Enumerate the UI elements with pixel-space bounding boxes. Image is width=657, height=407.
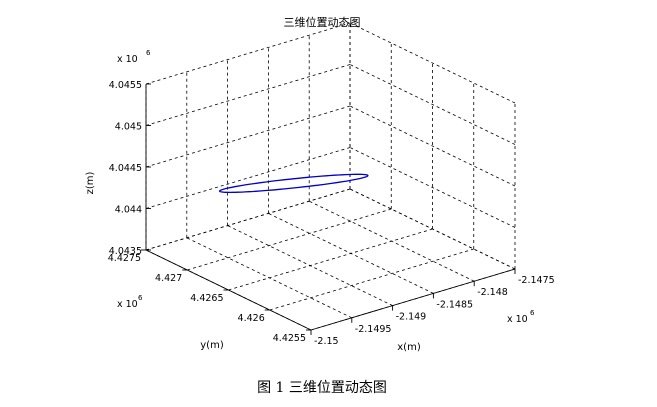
x-tick-label: -2.15 — [314, 336, 339, 347]
trajectory-line — [218, 173, 369, 194]
chart-title: 三维位置动态图 — [284, 15, 361, 29]
floor-grid-y — [187, 208, 392, 271]
z-tick-label: 4.0435 — [109, 246, 142, 257]
z-tick-label: 4.044 — [115, 205, 142, 216]
svg-text:x 10: x 10 — [117, 299, 138, 310]
tick-labels: -2.15 -2.1495 -2.149 -2.1485 -2.148 -2.1475 4.… — [108, 80, 555, 347]
side-wall-grid-z — [349, 105, 516, 187]
x-tick-label: -2.1485 — [436, 299, 473, 310]
x-tick-label: -2.149 — [396, 312, 427, 323]
back-wall-grid-z — [145, 188, 351, 251]
z-axis-label: z(m) — [85, 172, 96, 195]
back-wall-grid-z — [145, 147, 351, 209]
side-wall-grid-z — [349, 147, 516, 228]
z-tick-label: 4.0445 — [109, 163, 142, 174]
back-wall-grid-z — [145, 105, 351, 168]
x-exponent: x 10 6 — [507, 309, 535, 325]
svg-text:6: 6 — [146, 49, 151, 57]
back-wall-grid-z — [145, 22, 351, 85]
back-wall-grid-z — [145, 64, 351, 126]
data-series — [218, 173, 369, 194]
side-wall-grid-z — [349, 188, 516, 270]
axis-frame — [141, 83, 516, 335]
svg-text:x 10: x 10 — [117, 54, 138, 65]
y-tick-label: 4.4255 — [273, 333, 306, 344]
x-axis-label: x(m) — [397, 342, 421, 353]
svg-text:x 10: x 10 — [507, 314, 528, 325]
y-tick-label: 4.427 — [155, 273, 182, 284]
svg-text:6: 6 — [138, 294, 143, 302]
z-exponent: x 10 6 — [117, 49, 151, 65]
x-tick-label: -2.1495 — [355, 324, 392, 335]
z-tick-label: 4.0455 — [109, 80, 142, 91]
y-tick-label: 4.426 — [238, 313, 265, 324]
x-tick-label: -2.148 — [477, 287, 508, 298]
figure-caption: 图 1 三维位置动态图 — [257, 380, 387, 396]
y-exponent: x 10 6 — [117, 294, 143, 310]
x-axis-line — [310, 268, 516, 331]
floor-grid-y — [228, 228, 433, 291]
svg-text:6: 6 — [530, 309, 535, 317]
y-axis-label: y(m) — [200, 340, 224, 351]
x-tick-label: -2.1475 — [518, 275, 555, 286]
side-wall-grid-z — [349, 22, 516, 104]
y-tick-label: 4.4275 — [108, 253, 141, 264]
grid-lines — [145, 22, 516, 331]
y-tick-label: 4.4265 — [190, 293, 223, 304]
side-wall-grid-z — [349, 64, 516, 145]
z-tick-label: 4.045 — [115, 122, 142, 133]
